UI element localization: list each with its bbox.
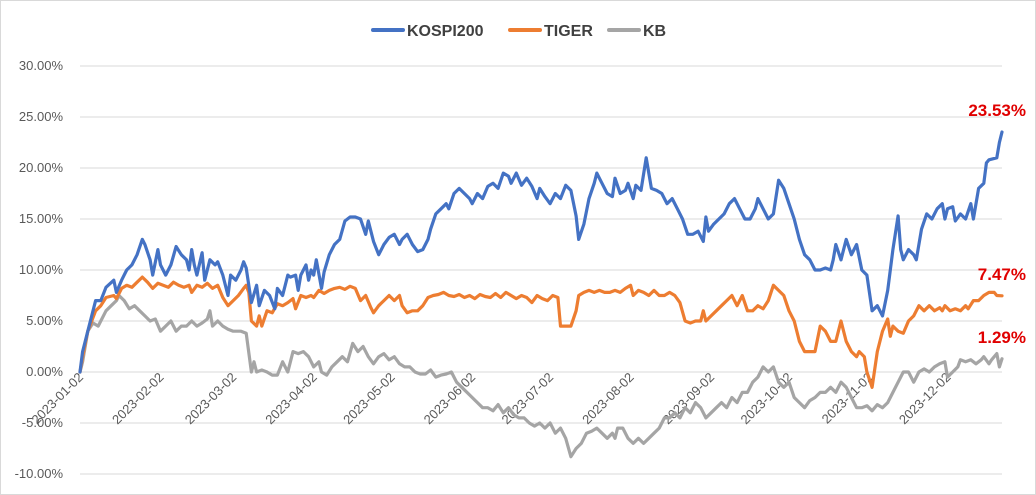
y-tick-label: 0.00% xyxy=(26,364,63,379)
x-tick-label: 2023-03-02 xyxy=(182,370,240,428)
y-axis-ticks: -10.00% -5.00% 0.00% 5.00% 10.00% 15.00% 20.00… xyxy=(15,58,64,481)
y-tick-label: 30.00% xyxy=(19,58,64,73)
x-tick-label: 2023-05-02 xyxy=(340,370,398,428)
x-tick-label: 2023-02-02 xyxy=(109,370,167,428)
series-line-kospi200 xyxy=(78,130,1004,374)
y-tick-label: 20.00% xyxy=(19,160,64,175)
legend-label-kb: KB xyxy=(643,23,666,40)
end-label-kospi200: 23.53% xyxy=(968,101,1026,120)
y-tick-label: -5.00% xyxy=(22,415,64,430)
x-tick-label: 2023-07-02 xyxy=(499,370,557,428)
y-tick-label: 5.00% xyxy=(26,313,63,328)
y-tick-label: 10.00% xyxy=(19,262,64,277)
y-tick-label: 15.00% xyxy=(19,211,64,226)
series-line-kb xyxy=(78,293,1004,459)
legend-label-tiger: TIGER xyxy=(544,23,593,40)
x-tick-label: 2023-11-02 xyxy=(819,370,876,427)
x-tick-label: 2023-12-02 xyxy=(896,370,954,428)
x-tick-label: 2023-10-02 xyxy=(738,370,796,428)
x-tick-label: 2023-08-02 xyxy=(579,370,637,428)
series-line-tiger xyxy=(78,275,1004,389)
legend-label-kospi200: KOSPI200 xyxy=(407,23,484,40)
x-tick-label: 2023-04-02 xyxy=(262,370,320,428)
gridlines xyxy=(80,65,1002,475)
x-tick-label: 2023-06-02 xyxy=(421,370,479,428)
end-label-kb: 1.29% xyxy=(978,328,1026,347)
legend: KOSPI200 TIGER KB xyxy=(371,23,666,40)
y-tick-label: -10.00% xyxy=(15,466,64,481)
series-lines xyxy=(78,130,1004,459)
end-value-labels: 23.53% 7.47% 1.29% xyxy=(968,101,1026,347)
y-tick-label: 25.00% xyxy=(19,109,64,124)
legend-item-kb: KB xyxy=(607,23,666,40)
legend-item-tiger: TIGER xyxy=(508,23,593,40)
legend-item-kospi200: KOSPI200 xyxy=(371,23,484,40)
end-label-tiger: 7.47% xyxy=(978,265,1026,284)
